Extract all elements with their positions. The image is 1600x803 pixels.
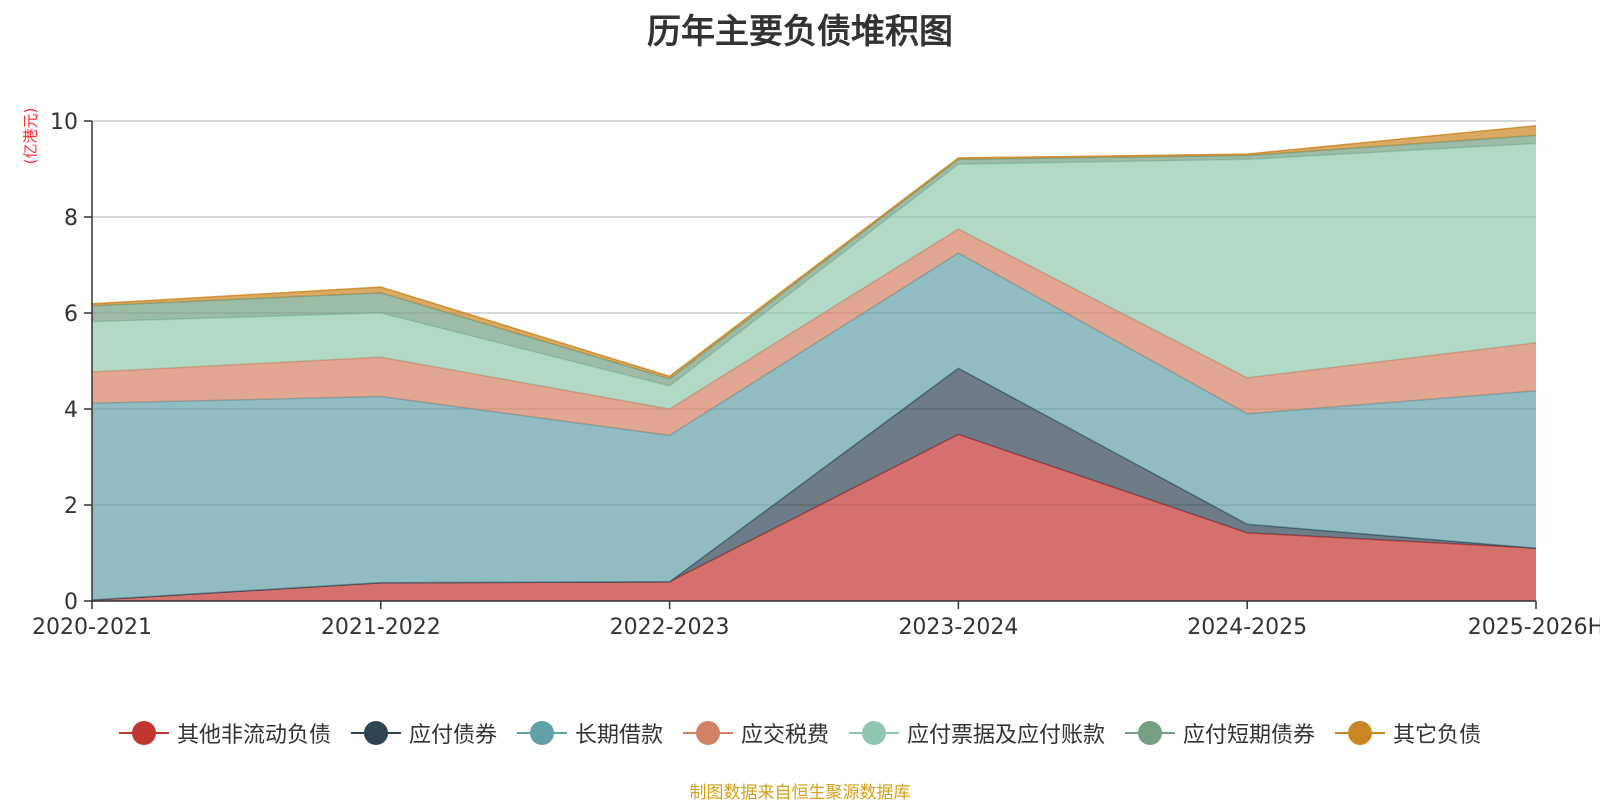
legend-item[interactable]: 应付票据及应付账款	[849, 717, 1105, 749]
legend-marker-icon	[118, 720, 169, 746]
legend-label: 应付票据及应付账款	[907, 723, 1106, 748]
axes: 0 2 4 6 8 10 2020-2021 2021-2022 2022-2023 2023-2…	[32, 110, 1600, 640]
y-tick-label: 2	[64, 494, 78, 519]
x-tick-label: 2023-2024	[898, 615, 1018, 640]
y-tick-label: 6	[64, 302, 78, 327]
x-tick-label: 2025-2026H	[1468, 615, 1600, 640]
legend-label: 应付短期债券	[1183, 723, 1316, 748]
legend-label: 其他非流动负债	[176, 723, 331, 748]
x-tick-label: 2022-2023	[610, 615, 730, 640]
legend-marker-icon	[1335, 720, 1386, 746]
area-series	[92, 368, 1536, 601]
y-tick-label: 4	[64, 398, 78, 423]
x-tick-label: 2020-2021	[32, 615, 152, 640]
legend-label: 应付债券	[408, 723, 497, 748]
x-tick-label: 2021-2022	[321, 615, 441, 640]
y-tick-label: 10	[50, 110, 78, 135]
area-series	[92, 229, 1536, 436]
legend-item[interactable]: 应交税费	[682, 717, 829, 749]
legend: 其他非流动负债 应付债券 长期借款 应交税费 应付票据及应付账款 应付短期债券 其它负债	[0, 717, 1600, 749]
legend-item[interactable]: 应付债券	[350, 717, 497, 749]
area-series	[92, 135, 1536, 386]
y-tick-label: 8	[64, 206, 78, 231]
series-line	[91, 252, 1537, 437]
legend-item[interactable]: 应付短期债券	[1125, 717, 1315, 749]
legend-marker-icon	[849, 720, 899, 746]
area-series	[91, 125, 1537, 601]
legend-label: 其它负债	[1393, 723, 1482, 748]
legend-marker-icon	[350, 720, 401, 746]
area-series	[92, 143, 1536, 409]
y-tick-label: 0	[64, 590, 78, 615]
legend-marker-icon	[516, 720, 567, 746]
legend-item[interactable]: 其他非流动负债	[118, 717, 331, 749]
area-series	[92, 434, 1536, 601]
area-series	[92, 253, 1536, 601]
chart-title: 历年主要负债堆积图	[647, 12, 953, 52]
legend-marker-icon	[682, 720, 733, 746]
series-line	[91, 125, 1537, 378]
legend-item[interactable]: 其它负债	[1335, 717, 1481, 749]
legend-item[interactable]: 长期借款	[516, 717, 663, 749]
source-note: 制图数据来自恒生聚源数据库	[689, 783, 911, 803]
legend-marker-icon	[1125, 720, 1176, 746]
x-tick-label: 2024-2025	[1187, 615, 1307, 640]
legend-label: 长期借款	[574, 723, 663, 748]
legend-label: 应交税费	[740, 723, 829, 748]
